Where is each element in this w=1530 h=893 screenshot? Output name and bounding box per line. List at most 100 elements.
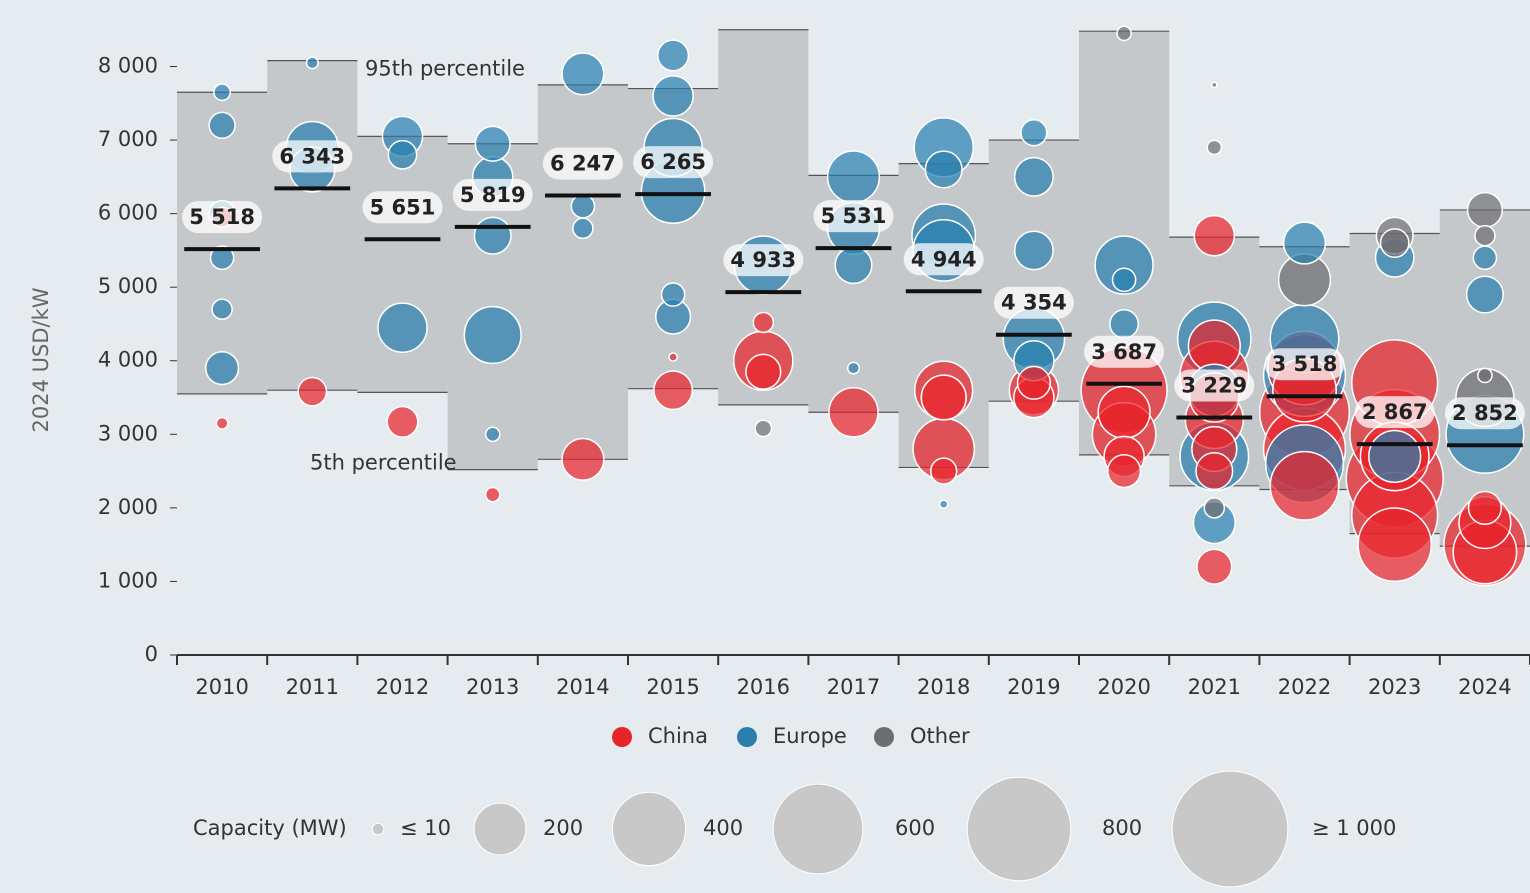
bubble	[1116, 25, 1132, 42]
bubble	[215, 416, 229, 430]
bubble	[1357, 507, 1433, 583]
bubble	[1013, 156, 1054, 197]
bubble	[204, 350, 240, 386]
x-tick-label: 2020	[1097, 675, 1150, 699]
bubble	[1368, 429, 1422, 484]
bubble	[1282, 221, 1327, 265]
value-label-bg	[1264, 348, 1345, 381]
bubble	[484, 426, 501, 443]
bubble	[834, 246, 873, 285]
bubble	[924, 150, 963, 189]
x-tick-label: 2016	[737, 675, 790, 699]
y-tick-label: 7 000	[98, 127, 158, 151]
value-label-bg	[1084, 335, 1165, 368]
bubble	[208, 111, 236, 140]
x-tick-label: 2017	[827, 675, 880, 699]
bubble	[572, 217, 594, 240]
bubble	[657, 39, 690, 72]
size-legend-circle	[473, 802, 527, 856]
bubble	[826, 150, 881, 204]
bubble	[1111, 267, 1137, 293]
x-tick-label: 2015	[646, 675, 699, 699]
bubble	[1472, 245, 1498, 271]
x-tick-label: 2022	[1278, 675, 1331, 699]
percentile-box	[537, 84, 628, 460]
size-legend-label: 400	[703, 816, 743, 840]
value-label: 4 354	[1001, 291, 1067, 315]
x-tick-label: 2023	[1368, 675, 1421, 699]
x-tick-label: 2013	[466, 675, 519, 699]
bubble	[653, 370, 694, 411]
bubble	[209, 245, 235, 271]
value-label: 5 518	[189, 205, 255, 229]
value-label-bg	[542, 147, 623, 180]
value-label-bg	[1354, 396, 1435, 429]
x-tick-label: 2010	[195, 675, 248, 699]
value-label-bg	[1174, 369, 1255, 402]
bubble	[1020, 119, 1048, 147]
bubble	[561, 52, 605, 96]
legend-swatch	[737, 727, 757, 747]
bubble	[660, 282, 686, 307]
value-label-bg	[452, 178, 533, 211]
bubble	[561, 437, 605, 481]
annotation: 5th percentile	[310, 451, 457, 475]
value-label-bg	[903, 243, 984, 276]
x-tick-label: 2014	[556, 675, 609, 699]
value-label: 5 531	[821, 204, 887, 228]
value-label-bg	[182, 201, 263, 234]
y-tick-label: 3 000	[98, 421, 158, 445]
bubble	[754, 419, 773, 438]
bubble	[1195, 452, 1234, 491]
value-label-bg	[723, 244, 804, 277]
bubble	[1013, 230, 1054, 271]
bubble	[828, 386, 879, 438]
value-label: 5 819	[460, 183, 526, 207]
value-label: 6 343	[279, 144, 345, 168]
bubble	[1109, 309, 1140, 339]
bubble	[920, 374, 967, 421]
value-label-bg	[633, 146, 714, 179]
bubble	[930, 457, 958, 485]
bubble	[463, 305, 522, 365]
value-label: 3 229	[1181, 373, 1247, 397]
size-legend-circle	[772, 783, 864, 875]
bubble	[297, 376, 328, 407]
value-label: 4 944	[911, 247, 977, 271]
bubble	[1196, 548, 1233, 585]
x-tick-label: 2011	[286, 675, 339, 699]
bubble	[1016, 365, 1052, 400]
value-label: 6 247	[550, 151, 616, 175]
bubble	[652, 75, 694, 117]
bubble	[305, 56, 319, 70]
size-legend-circle	[966, 776, 1072, 882]
x-tick-label: 2018	[917, 675, 970, 699]
bubble	[1210, 81, 1218, 89]
legend-swatch	[874, 727, 894, 747]
bubble	[1106, 453, 1142, 489]
x-tick-label: 2021	[1188, 675, 1241, 699]
legend-label: Europe	[773, 724, 847, 748]
size-legend-title: Capacity (MW)	[193, 816, 347, 840]
value-label: 6 265	[640, 150, 706, 174]
x-tick-label: 2012	[376, 675, 429, 699]
size-legend-label: ≤ 10	[400, 816, 451, 840]
bubble	[668, 352, 678, 362]
value-label-bg	[813, 200, 894, 233]
percentile-box	[267, 60, 358, 391]
x-tick-label: 2019	[1007, 675, 1060, 699]
value-label: 3 518	[1272, 352, 1338, 376]
bubble	[1477, 367, 1493, 384]
bubble	[1379, 228, 1410, 258]
value-label-bg	[993, 286, 1074, 319]
value-label: 5 651	[370, 195, 436, 219]
annotation: 95th percentile	[365, 57, 525, 81]
bubble	[211, 298, 233, 321]
legend-swatch	[612, 727, 632, 747]
bubble	[1203, 497, 1226, 519]
bubble	[570, 193, 596, 219]
legend-label: Other	[910, 724, 970, 748]
size-legend-circle	[1171, 770, 1289, 888]
x-tick-label: 2024	[1458, 675, 1511, 699]
